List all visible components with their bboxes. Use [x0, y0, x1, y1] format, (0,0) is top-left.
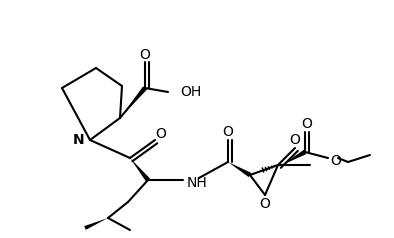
Text: OH: OH	[180, 85, 201, 99]
Polygon shape	[282, 150, 306, 165]
Polygon shape	[130, 158, 150, 182]
Text: O: O	[330, 154, 341, 168]
Text: O: O	[260, 197, 270, 211]
Polygon shape	[84, 218, 108, 230]
Text: O: O	[156, 127, 166, 141]
Text: O: O	[139, 48, 151, 62]
Polygon shape	[120, 86, 147, 118]
Text: N: N	[72, 133, 84, 147]
Text: O: O	[290, 133, 301, 147]
Text: NH: NH	[187, 176, 208, 190]
Text: O: O	[223, 125, 233, 139]
Polygon shape	[228, 162, 251, 177]
Text: O: O	[301, 117, 312, 131]
